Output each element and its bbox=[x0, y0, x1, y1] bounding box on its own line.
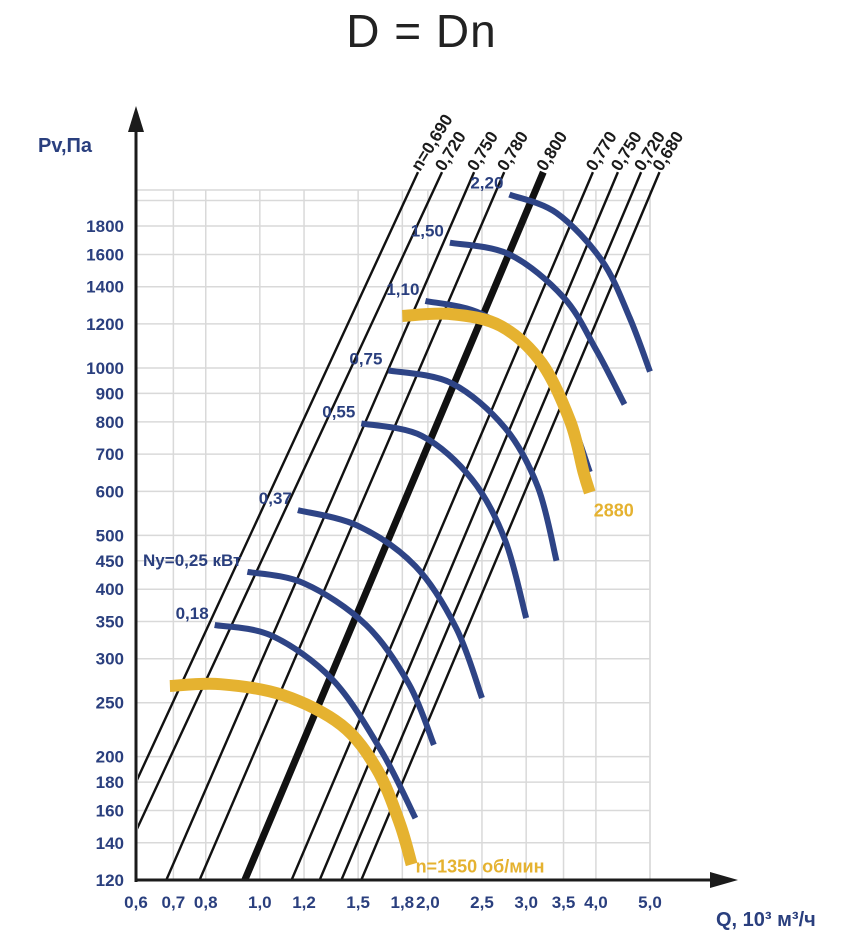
y-tick-label: 600 bbox=[96, 482, 124, 501]
x-tick-label: 0,6 bbox=[124, 893, 148, 912]
x-tick-label: 1,0 bbox=[248, 893, 272, 912]
y-tick-label: 900 bbox=[96, 384, 124, 403]
x-tick-label: 3,5 bbox=[552, 893, 576, 912]
speed-curves bbox=[169, 307, 596, 867]
speed-curve bbox=[401, 307, 596, 495]
efficiency-lines bbox=[138, 170, 661, 880]
speed-curve-label: 2880 bbox=[594, 501, 634, 521]
y-tick-label: 800 bbox=[96, 413, 124, 432]
power-curve-label: 0,75 bbox=[349, 349, 382, 368]
power-curves bbox=[214, 191, 653, 820]
power-curve-label: 0,37 bbox=[259, 489, 292, 508]
x-tick-label: 1,8 bbox=[391, 893, 415, 912]
power-curve bbox=[246, 568, 437, 747]
y-tick-label: 1200 bbox=[86, 315, 124, 334]
efficiency-line bbox=[138, 171, 444, 830]
y-tick-label: 300 bbox=[96, 650, 124, 669]
x-tick-label: 2,5 bbox=[470, 893, 494, 912]
x-tick-label: 2,0 bbox=[416, 893, 440, 912]
power-curve-label: 1,50 bbox=[411, 222, 444, 241]
x-tick-label: 4,0 bbox=[584, 893, 608, 912]
power-curve-label: Ny=0,25 кВт bbox=[143, 551, 241, 570]
speed-curve bbox=[169, 677, 418, 867]
y-tick-label: 140 bbox=[96, 834, 124, 853]
power-curve bbox=[508, 191, 653, 373]
x-tick-labels: 0,6 0,7 0,8 1,0 1,2 1,5 1,8 2,0 2,5 3,0 3,5 4,0 5,0 bbox=[124, 893, 662, 912]
curve-labels: 0,18 Ny=0,25 кВт 0,37 0,55 0,75 1,10 1,50 2,20 n… bbox=[143, 174, 634, 877]
efficiency-label: 0,750 bbox=[463, 128, 502, 174]
y-tick-label: 120 bbox=[96, 871, 124, 890]
grid bbox=[135, 189, 651, 881]
y-tick-label: 400 bbox=[96, 580, 124, 599]
y-tick-label: 450 bbox=[96, 552, 124, 571]
y-tick-label: 250 bbox=[96, 694, 124, 713]
efficiency-line bbox=[340, 171, 643, 880]
efficiency-line bbox=[165, 171, 476, 880]
x-tick-label: 3,0 bbox=[514, 893, 538, 912]
efficiency-label: 0,780 bbox=[493, 128, 532, 174]
y-axis-arrow bbox=[128, 106, 144, 132]
power-curve bbox=[360, 420, 530, 619]
power-curve-label: 0,55 bbox=[322, 402, 355, 421]
speed-curve-label: n=1350 об/мин bbox=[416, 856, 545, 876]
efficiency-label: 0,800 bbox=[533, 128, 572, 174]
y-tick-label: 700 bbox=[96, 445, 124, 464]
power-curve bbox=[297, 507, 485, 700]
y-tick-labels: 120 140 160 180 200 250 300 350 400 450 500 600 700 8… bbox=[86, 217, 124, 890]
power-curve-label: 0,18 bbox=[176, 604, 209, 623]
y-tick-label: 1600 bbox=[86, 245, 124, 264]
efficiency-line bbox=[241, 170, 547, 880]
y-tick-label: 200 bbox=[96, 748, 124, 767]
chart-title: D = Dn bbox=[346, 5, 497, 57]
y-tick-label: 1400 bbox=[86, 278, 124, 297]
power-curve bbox=[449, 239, 628, 406]
power-curve bbox=[387, 367, 560, 562]
x-axis-arrow bbox=[710, 872, 738, 888]
x-axis-title: Q, 10³ м³/ч bbox=[716, 909, 816, 931]
x-tick-label: 0,7 bbox=[162, 893, 186, 912]
y-tick-label: 1000 bbox=[86, 359, 124, 378]
x-tick-label: 1,2 bbox=[292, 893, 316, 912]
power-curve-label: 2,20 bbox=[470, 174, 503, 193]
efficiency-line bbox=[360, 171, 661, 880]
power-curve-label: 1,10 bbox=[386, 280, 419, 299]
x-tick-label: 0,8 bbox=[194, 893, 218, 912]
y-tick-label: 180 bbox=[96, 773, 124, 792]
y-tick-label: 500 bbox=[96, 526, 124, 545]
x-tick-label: 1,5 bbox=[346, 893, 370, 912]
y-tick-label: 350 bbox=[96, 612, 124, 631]
efficiency-line bbox=[290, 171, 595, 880]
y-tick-label: 160 bbox=[96, 802, 124, 821]
y-tick-label: 1800 bbox=[86, 217, 124, 236]
axes bbox=[128, 106, 738, 888]
power-curve bbox=[214, 622, 419, 820]
x-tick-label: 5,0 bbox=[638, 893, 662, 912]
y-axis-title: Pv,Па bbox=[38, 135, 93, 157]
